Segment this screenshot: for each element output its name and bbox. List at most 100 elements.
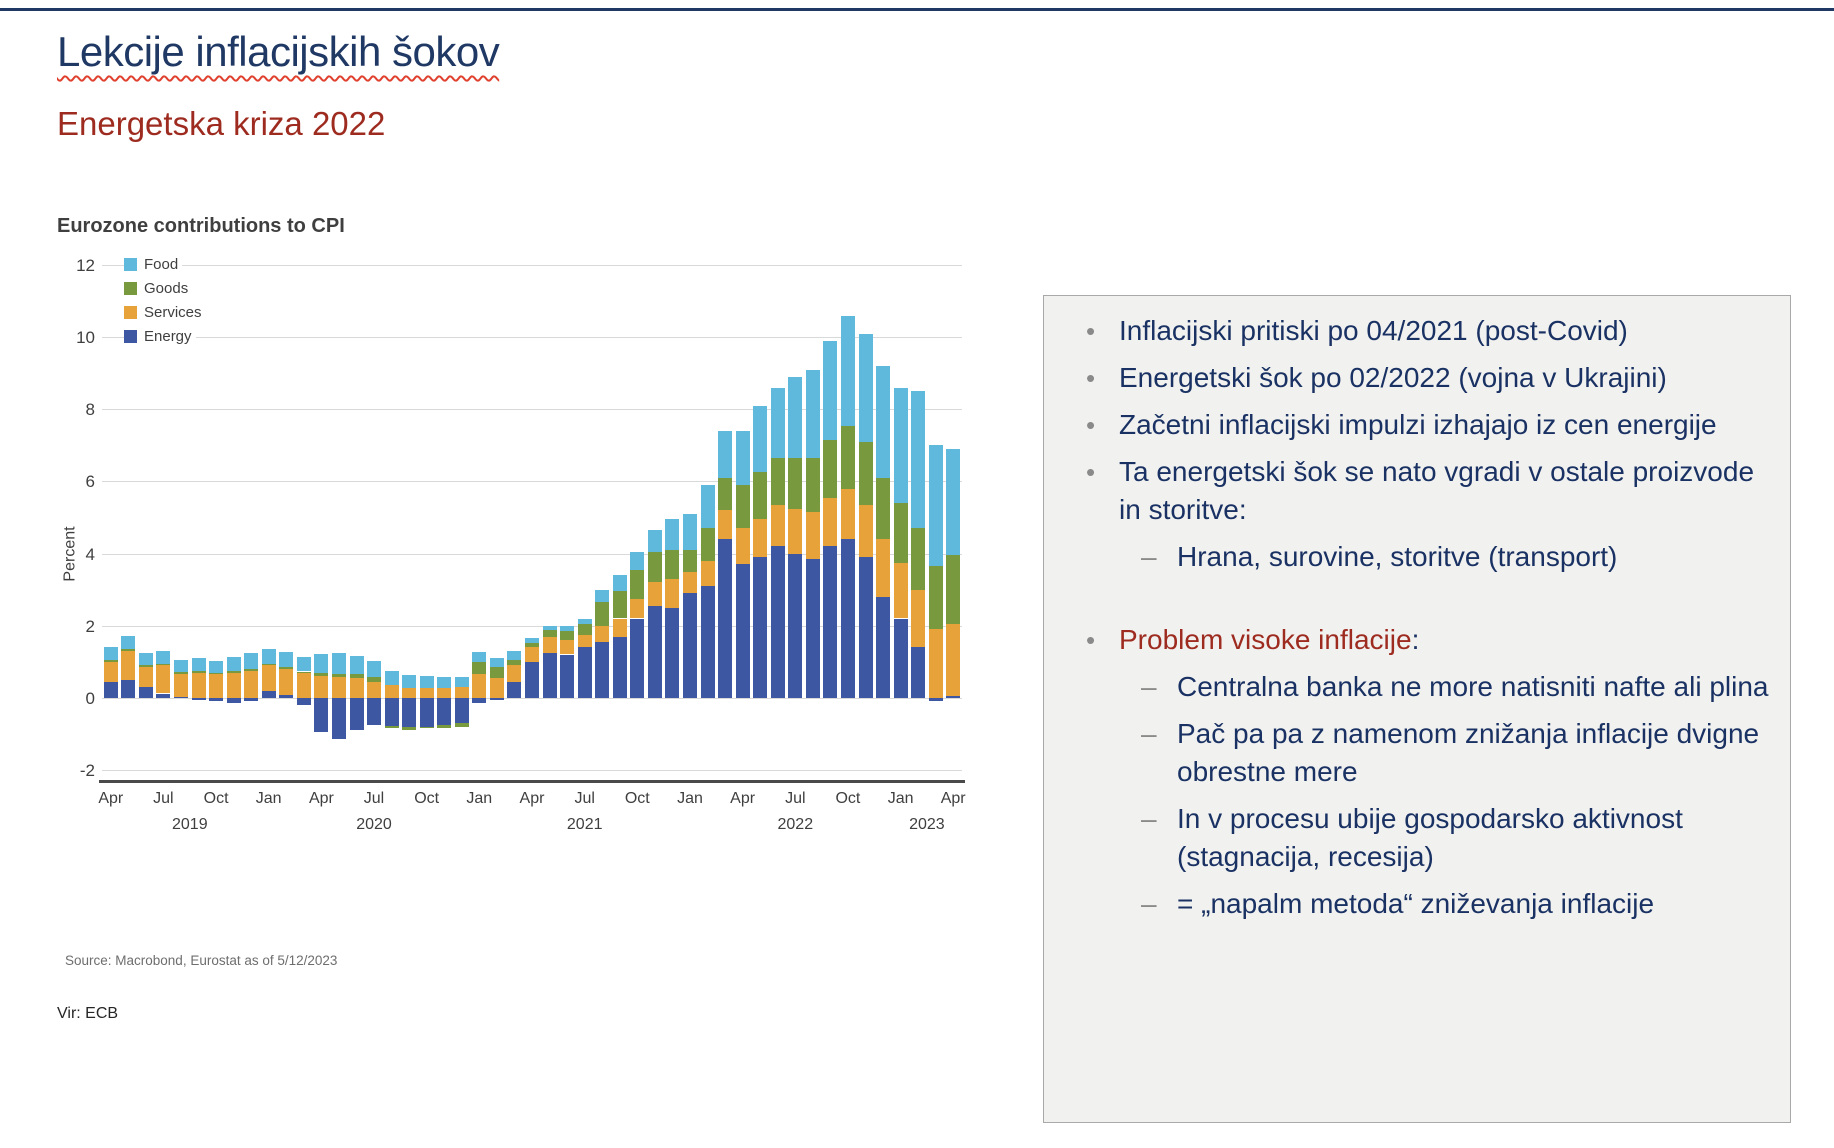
bar-segment-services xyxy=(858,504,873,558)
bar-segment-food xyxy=(402,675,417,688)
bar-segment-food xyxy=(823,340,838,440)
x-tick-label: Jul xyxy=(363,790,385,807)
bar-segment-services xyxy=(823,497,838,547)
bullet-marker: • xyxy=(1086,625,1096,655)
bar-segment-services xyxy=(876,539,890,597)
y-tick-label: 12 xyxy=(76,256,95,275)
bar-segment-goods xyxy=(630,569,645,599)
bar-segment-goods xyxy=(946,555,961,624)
bar-segment-services xyxy=(630,598,645,619)
x-tick-label: Jan xyxy=(677,790,703,807)
bar-segment-energy xyxy=(753,557,768,698)
gridline xyxy=(102,337,962,339)
bar-segment-energy xyxy=(911,647,926,698)
bar-segment-goods xyxy=(314,673,329,677)
bar-segment-food xyxy=(103,647,118,660)
slide-source-note: Vir: ECB xyxy=(57,1005,119,1022)
bullet-list: • Inflacijski pritiski po 04/2021 (post-… xyxy=(1044,312,1770,923)
y-tick-label: 2 xyxy=(85,616,95,636)
bullet-spacer xyxy=(1044,585,1770,621)
bar-segment-services xyxy=(928,629,943,698)
bar-segment-food xyxy=(525,637,539,643)
bar-segment-food xyxy=(647,530,662,552)
bar-segment-services xyxy=(489,678,504,698)
bar-segment-services xyxy=(261,665,276,691)
bullet-text: Centralna banka ne more natisniti nafte … xyxy=(1177,671,1769,702)
bar-segment-food xyxy=(893,387,908,503)
bullet-text: Pač pa pa z namenom znižanja inflacije d… xyxy=(1177,718,1760,787)
legend-label: Goods xyxy=(144,280,189,297)
bar-segment-food xyxy=(911,391,926,529)
x-axis-line xyxy=(99,780,965,783)
bar-segment-food xyxy=(261,649,276,664)
bar-segment-food xyxy=(770,387,785,458)
bar-segment-energy xyxy=(630,618,645,698)
slide-title: Lekcije inflacijskih šokov xyxy=(57,28,500,75)
bar-segment-food xyxy=(840,315,855,426)
bar-segment-goods xyxy=(121,649,136,651)
bar-segment-energy xyxy=(542,652,557,698)
x-tick-label: Jan xyxy=(887,790,914,807)
bullet-text: Začetni inflacijski impulzi izhajajo iz … xyxy=(1119,409,1717,440)
bar-segment-food xyxy=(472,651,487,662)
bar-segment-food xyxy=(612,575,627,592)
x-tick-label: Apr xyxy=(308,790,334,807)
bar-segment-goods xyxy=(296,671,311,674)
bar-segment-food xyxy=(419,676,434,688)
bar-segment-services xyxy=(349,678,364,698)
bar-segment-energy xyxy=(893,618,908,698)
bar-segment-services xyxy=(700,560,715,586)
gridline xyxy=(102,265,962,266)
x-year-label: 2019 xyxy=(172,816,208,833)
bar-segment-food xyxy=(191,658,206,671)
bar-segment-energy xyxy=(472,697,487,704)
bullet-marker: – xyxy=(1141,671,1157,702)
bar-segment-food xyxy=(928,445,943,567)
y-tick-label: -2 xyxy=(79,761,95,780)
bar-segment-goods xyxy=(279,667,294,669)
bar-segment-services xyxy=(384,685,399,698)
bar-segment-goods xyxy=(665,550,680,579)
list-item: – = „napalm metoda“ zniževanja inflacije xyxy=(1044,885,1770,923)
bar-segment-goods xyxy=(612,591,627,619)
bar-segment-energy xyxy=(840,539,855,698)
cpi-contributions-chart: Eurozone contributions to CPI Percent 12… xyxy=(57,215,987,990)
bar-segment-goods xyxy=(209,672,224,675)
bullet-panel: • Inflacijski pritiski po 04/2021 (post-… xyxy=(1043,295,1791,1123)
x-tick-label: Jul xyxy=(785,790,806,807)
bar-segment-food xyxy=(138,652,153,666)
bar-segment-goods xyxy=(876,477,890,540)
x-year-label: 2021 xyxy=(566,816,603,833)
bar-segment-energy xyxy=(858,557,873,698)
list-item: • Ta energetski šok se nato vgradi v ost… xyxy=(1044,453,1770,529)
bar-segment-food xyxy=(384,670,399,686)
bar-segment-services xyxy=(138,667,153,687)
bar-segment-goods xyxy=(823,439,838,498)
bullet-text-suffix: : xyxy=(1411,624,1420,655)
legend-swatch-services xyxy=(124,306,137,319)
bullet-text: Hrana, surovine, storitve (transport) xyxy=(1177,541,1618,572)
bar-segment-services xyxy=(472,674,487,698)
bar-segment-goods xyxy=(788,458,803,509)
bar-segment-services xyxy=(525,647,539,662)
bar-segment-goods xyxy=(840,425,855,489)
bar-segment-food xyxy=(156,651,171,664)
bar-segment-energy xyxy=(191,697,206,700)
bar-segment-energy xyxy=(103,681,118,698)
bar-segment-food xyxy=(279,652,294,668)
bar-segment-services xyxy=(331,676,346,698)
x-tick-label: Apr xyxy=(940,790,966,807)
bar-segment-goods xyxy=(174,671,188,674)
bar-segment-services xyxy=(296,673,311,698)
y-tick-label: 6 xyxy=(85,472,95,492)
bullet-marker: – xyxy=(1141,803,1157,834)
bar-segment-energy xyxy=(174,697,188,699)
bar-segment-food xyxy=(244,652,259,669)
x-year-label: 2020 xyxy=(356,816,392,833)
bar-segment-services xyxy=(770,504,785,547)
list-item: – Centralna banka ne more natisniti naft… xyxy=(1044,668,1770,706)
bullet-marker: – xyxy=(1141,718,1157,749)
bar-segment-goods xyxy=(507,660,522,666)
bar-segment-goods xyxy=(138,665,153,668)
bar-segment-energy xyxy=(296,697,311,706)
